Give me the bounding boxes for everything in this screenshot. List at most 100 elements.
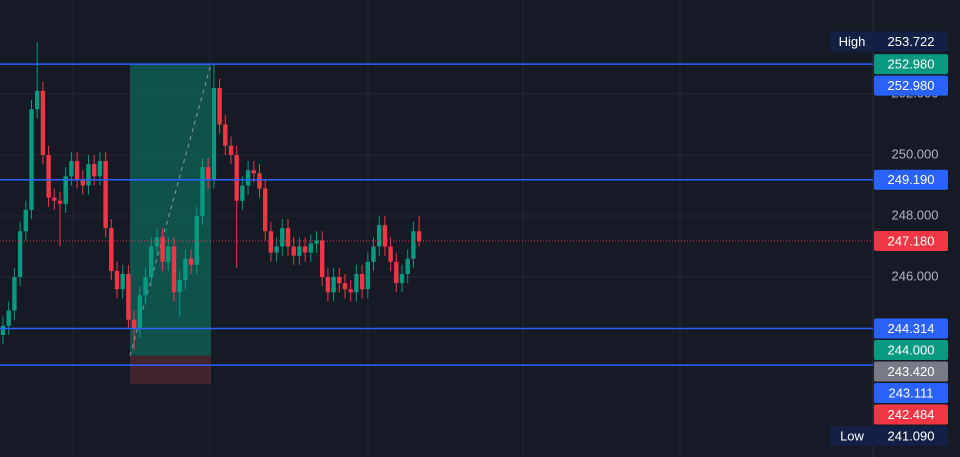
marker-label: 249.190 [888,172,935,187]
candle-body [223,124,228,146]
candle-body [308,243,313,253]
candle-body [234,154,239,201]
candle-body [354,273,359,293]
position-path [129,63,212,356]
candle-body [194,215,199,265]
price-marker [830,425,948,446]
candle-body [331,277,336,293]
price-marker [874,361,948,382]
candle-body [206,167,211,180]
candle-body [251,170,256,174]
candle-body [171,246,177,293]
candle-body [405,258,410,274]
marker-label: 244.314 [888,321,935,336]
candle-body [200,167,205,216]
candle-body [183,258,188,281]
candle-body [6,310,11,326]
candle-body [177,280,182,293]
candle-body [29,109,34,210]
marker-label: 247.180 [888,233,935,248]
candle-body [97,161,103,177]
position-loss-zone [130,355,211,385]
candle-body [245,170,251,186]
marker-label: 243.111 [888,385,933,400]
candle-body [337,277,342,284]
candle-body [382,225,388,247]
candle-body [240,185,245,201]
candle-body [0,325,6,335]
candle-body [69,161,74,177]
candle-body [217,87,222,125]
candle-body [268,231,274,253]
candle-body [274,246,279,253]
candle-body [285,228,291,247]
candle-body [228,145,234,155]
candle-body [280,228,285,247]
candle-body [291,246,296,256]
candle-body [143,277,148,296]
candle-body [348,289,353,293]
candle-body [92,164,97,177]
marker-label: 242.484 [888,407,935,422]
marker-label: 241.090 [888,428,935,443]
price-marker [830,31,948,52]
candle-body [137,295,142,329]
candle-body [131,319,137,329]
price-marker [874,404,948,425]
candle-body [103,161,108,229]
price-marker [874,75,948,96]
candle-body [114,270,120,290]
candle-body [263,188,268,232]
y-tick-label: 250.000 [892,146,939,161]
candle-body [57,200,63,204]
candle-body [17,231,23,278]
candle-body [23,209,28,232]
candle-body [388,246,393,262]
candle-body [149,246,154,278]
candle-body [35,90,40,110]
candle-body [365,261,370,290]
y-tick-label: 248.000 [892,207,939,222]
candle-body [371,246,376,262]
candle-body [359,273,365,290]
candle-body [63,176,68,204]
candle-body [40,90,46,155]
candle-body [314,240,319,244]
marker-name: High [839,34,866,49]
candle-body [80,179,85,186]
candle-body [377,225,382,247]
candle-body [342,283,348,290]
candle-body [411,231,416,259]
candle-body [257,173,262,189]
price-marker [874,169,948,190]
candle-body [325,277,331,293]
candle-body [12,277,17,311]
candle-body [46,154,51,198]
price-marker [874,231,948,252]
marker-label: 243.420 [888,364,935,379]
candle-body [160,237,165,262]
candle-body [394,261,399,284]
candle-body [74,161,80,180]
candle-body [166,246,171,262]
candle-body [109,228,114,271]
y-tick-label: 246.000 [892,268,939,283]
candle-body [52,197,57,201]
candle-body [211,87,217,180]
marker-name: Low [840,428,864,443]
price-marker [874,382,948,403]
candle-body [416,231,422,242]
candle-body [120,273,125,290]
marker-label: 244.000 [888,342,935,357]
price-marker [874,339,948,360]
candle-body [154,237,160,247]
candle-body [399,273,405,284]
marker-label: 252.980 [888,78,935,93]
candle-body [320,240,325,278]
candle-body [188,258,194,265]
candle-body [86,164,91,186]
marker-label: 253.722 [888,34,935,49]
price-marker [874,54,948,75]
